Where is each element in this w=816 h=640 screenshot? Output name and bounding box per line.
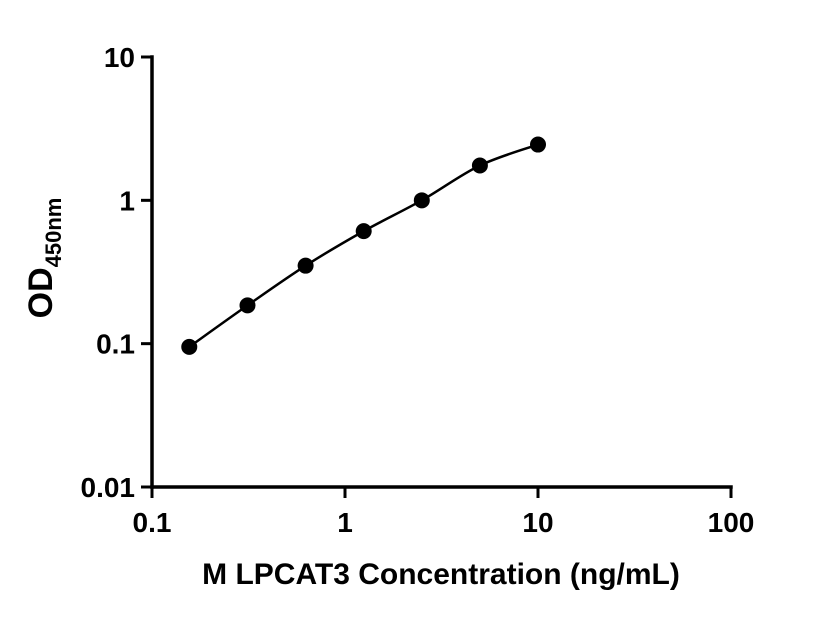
y-axis-title-main: OD [22, 267, 60, 318]
x-tick-label: 0.1 [133, 507, 172, 538]
y-axis-title-subscript: 450nm [41, 198, 66, 268]
y-tick-label: 10 [104, 42, 135, 73]
y-tick-label: 0.1 [96, 329, 135, 360]
x-tick-label: 100 [708, 507, 755, 538]
data-point [297, 257, 314, 274]
data-point [355, 223, 372, 240]
y-tick-label: 0.01 [81, 472, 136, 503]
standard-curve-line [188, 143, 539, 348]
y-tick-label: 1 [119, 185, 135, 216]
data-point [181, 338, 198, 355]
data-point [239, 297, 256, 314]
x-axis-title: M LPCAT3 Concentration (ng/mL) [202, 558, 680, 591]
data-point [471, 157, 488, 174]
x-tick-label: 1 [337, 507, 353, 538]
plot-marks [181, 136, 546, 355]
x-tick-label: 10 [522, 507, 553, 538]
data-point [413, 192, 430, 209]
y-axis-title: OD450nm [22, 198, 66, 319]
axes: 0.1 1 10 100 0.01 0.1 1 10 [81, 42, 755, 538]
data-point [530, 136, 546, 153]
